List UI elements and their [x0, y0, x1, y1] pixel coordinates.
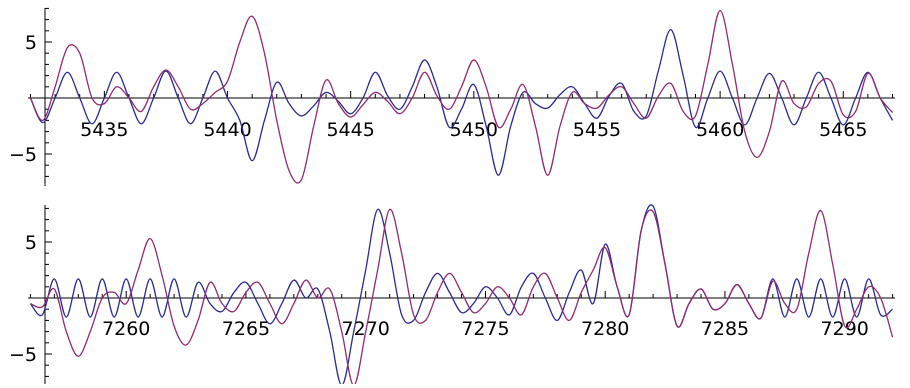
x-tick-label: 7280 — [581, 318, 629, 340]
y-tick-label: −5 — [9, 144, 37, 166]
x-tick-label: 7290 — [821, 318, 869, 340]
x-tick-label: 7285 — [701, 318, 749, 340]
y-tick-label: 5 — [25, 32, 37, 54]
x-tick-label: 5445 — [326, 119, 374, 141]
bottom-plot-panel: 7260 7265 7270 7275 7280 7285 7290−55 — [9, 204, 895, 384]
x-tick-label: 5460 — [696, 119, 744, 141]
purple-series-line — [29, 9, 894, 184]
x-tick-label: 7260 — [102, 318, 150, 340]
x-tick-label: 5455 — [573, 119, 621, 141]
blue-series-line — [29, 29, 894, 176]
x-tick-label: 5435 — [80, 119, 128, 141]
x-tick-label: 5440 — [203, 119, 251, 141]
y-tick-label: 5 — [25, 232, 37, 254]
x-tick-label: 5450 — [450, 119, 498, 141]
top-plot-panel: 5435 5440 5445 5450 5455 5460 5465 −5 5 — [9, 7, 895, 186]
x-tick-label: 5465 — [819, 119, 867, 141]
purple-series-line — [30, 208, 894, 384]
x-tick-label: 7265 — [222, 318, 270, 340]
x-tick-label: 7275 — [461, 318, 509, 340]
y-tick-label: −5 — [9, 344, 37, 366]
